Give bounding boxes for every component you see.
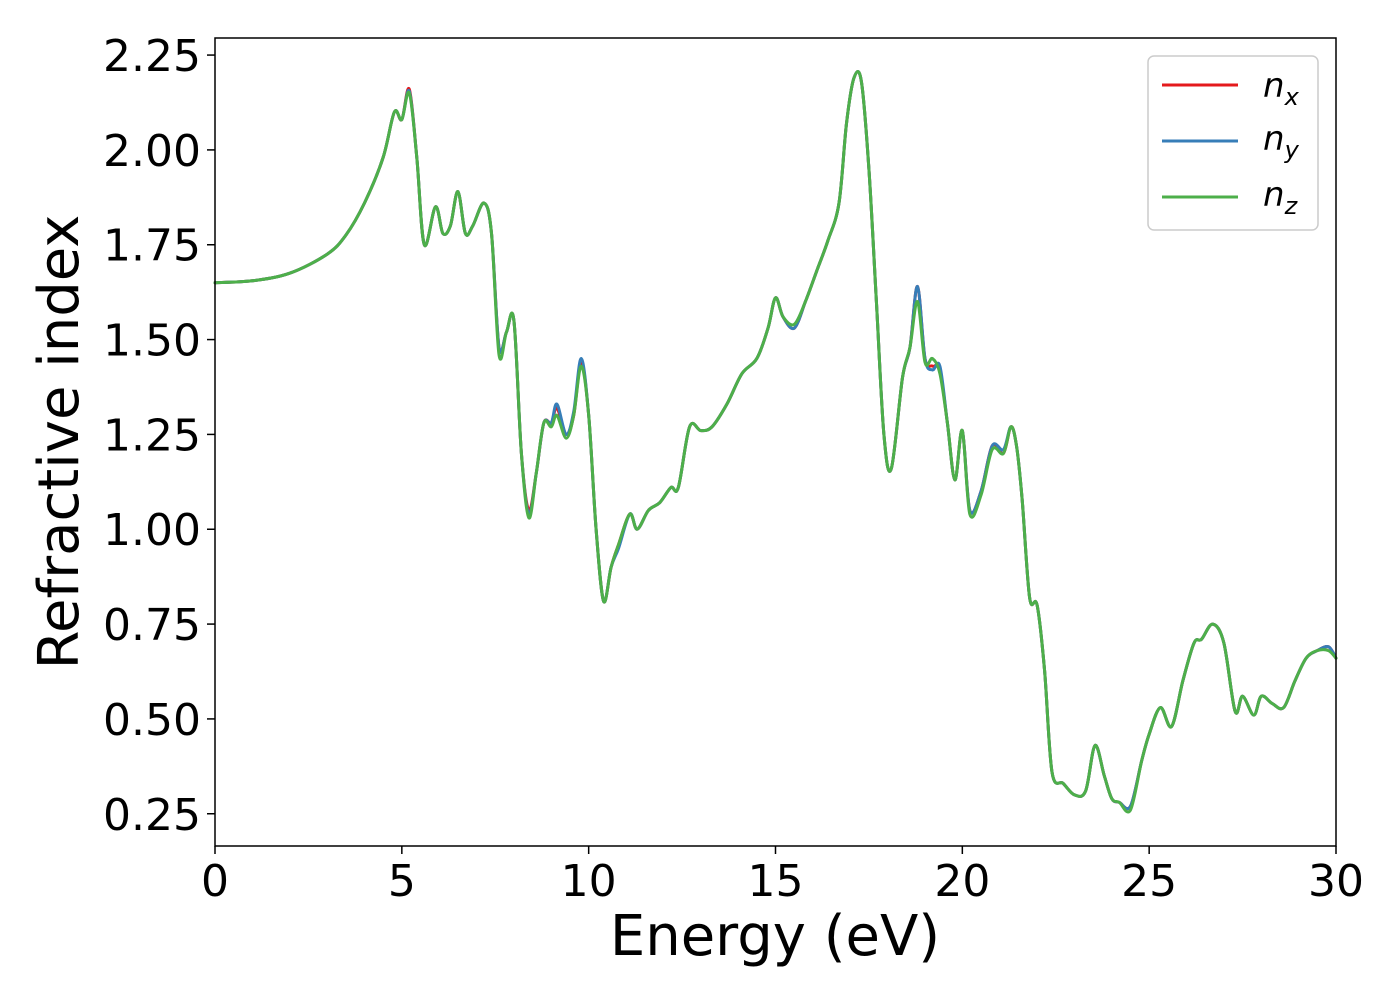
- x-tick-label: 25: [1121, 856, 1177, 907]
- x-tick-label: 10: [561, 856, 617, 907]
- y-axis: 0.25 0.50 0.75 1.00 1.25 1.50 1.75 2.00 2.25: [103, 31, 215, 841]
- legend-label-nx: nx: [1263, 66, 1300, 111]
- legend-entry-nx: nx: [1162, 66, 1300, 111]
- legend-entry-ny: ny: [1162, 119, 1300, 164]
- series-line-nz: [213, 69, 1338, 814]
- y-tick-label: 0.50: [103, 695, 201, 746]
- y-tick-label: 2.00: [103, 126, 201, 177]
- x-tick-label: 20: [934, 856, 990, 907]
- y-tick-label: 2.25: [103, 31, 201, 82]
- legend-entry-nz: nz: [1162, 175, 1299, 220]
- y-tick-label: 0.25: [103, 790, 201, 841]
- x-axis: 0 5 10 15 20 25 30: [201, 846, 1364, 907]
- y-tick-label: 1.50: [103, 316, 201, 367]
- y-tick-label: 1.25: [103, 410, 201, 461]
- y-tick-label: 1.75: [103, 221, 201, 272]
- x-tick-label: 30: [1308, 856, 1364, 907]
- legend-box: [1147, 55, 1319, 231]
- x-tick-label: 15: [748, 856, 804, 907]
- x-tick-label: 0: [201, 856, 229, 907]
- y-tick-label: 0.75: [103, 600, 201, 651]
- y-tick-label: 1.00: [103, 505, 201, 556]
- x-axis-label: Energy (eV): [610, 904, 940, 969]
- x-tick-label: 5: [388, 856, 416, 907]
- y-axis-label: Refractive index: [27, 215, 92, 670]
- legend: nx ny nz: [1147, 55, 1319, 231]
- series-layer: [213, 69, 1338, 814]
- legend-label-ny: ny: [1263, 119, 1300, 164]
- legend-label-nz: nz: [1263, 175, 1299, 220]
